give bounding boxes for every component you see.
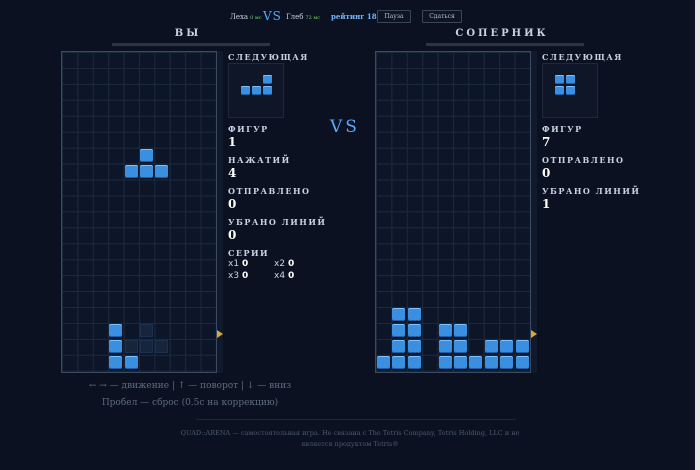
footer-line-1: QUAD::ARENA — самостоятельная игра. Не с… (180, 429, 520, 437)
opponent-stack-block (392, 324, 406, 338)
next-piece-block (555, 75, 564, 84)
next-piece-block (263, 86, 272, 95)
falling-piece-block (155, 164, 169, 178)
opponent-title-underline (426, 43, 584, 46)
player2-info: Глеб 72 мс (286, 13, 320, 21)
opponent-stack-block (377, 356, 390, 370)
falling-piece-block (124, 164, 138, 178)
stack-block (109, 324, 123, 338)
player-pieces-value: 1 (228, 135, 237, 149)
player-sent-label: ОТПРАВЛЕНО (228, 186, 311, 196)
opponent-stack-block (500, 356, 514, 370)
rating: рейтинг 182 (331, 12, 382, 21)
player-lines-label: УБРАНО ЛИНИЙ (228, 217, 327, 227)
combo-x2: x2 0 (274, 259, 295, 269)
player-next-preview (228, 63, 284, 118)
falling-piece-block (140, 148, 153, 162)
opponent-board (375, 51, 531, 373)
window-edge (695, 0, 700, 470)
player1-name: Леха (230, 13, 249, 21)
opponent-garbage-indicator-icon (531, 330, 537, 338)
opponent-stack-block (515, 356, 529, 370)
combo-x1: x1 0 (228, 259, 249, 269)
opponent-stack-block (392, 308, 406, 322)
opponent-lines-label: УБРАНО ЛИНИЙ (542, 186, 641, 196)
opponent-stack-block (515, 340, 529, 354)
player-presses-value: 4 (228, 166, 237, 180)
ghost-piece-block (155, 340, 169, 354)
opponent-stack-block (484, 340, 498, 354)
opponent-lines-value: 1 (542, 197, 551, 211)
opponent-stack-block (454, 324, 467, 338)
you-title: ВЫ (174, 28, 202, 39)
opponent-board-edge (531, 51, 537, 373)
stack-block (124, 356, 138, 370)
footer-divider (196, 419, 516, 420)
opponent-pieces-value: 7 (542, 135, 551, 149)
controls-help: ← → — движение | ↑ — поворот | ↓ — вниз (88, 381, 292, 391)
opponent-stack-block (407, 356, 421, 370)
opponent-title: СОПЕРНИК (455, 28, 549, 39)
opponent-sent-value: 0 (542, 166, 551, 180)
opponent-stack-block (407, 340, 421, 354)
opponent-stack-block (500, 340, 514, 354)
next-piece-block (252, 86, 261, 95)
opponent-next-label: СЛЕДУЮЩАЯ (542, 52, 623, 62)
player-board[interactable] (61, 51, 217, 373)
center-vs: VS (330, 117, 360, 137)
opponent-stack-block (438, 340, 452, 354)
opponent-pieces-label: ФИГУР (542, 124, 583, 134)
opponent-next-preview (542, 63, 598, 118)
player-board-edge (217, 51, 223, 373)
opponent-stack-block (438, 324, 452, 338)
you-title-underline (112, 43, 270, 46)
next-piece-block (263, 75, 272, 84)
top-vs: VS (263, 9, 282, 23)
player-lines-value: 0 (228, 228, 237, 242)
stack-block (109, 340, 123, 354)
top-bar: Леха 0 мс VS Глеб 72 мс рейтинг 182 Пауза … (0, 9, 695, 25)
opponent-sent-label: ОТПРАВЛЕНО (542, 155, 625, 165)
player1-info: Леха 0 мс (230, 13, 262, 21)
next-piece-block (566, 75, 575, 84)
opponent-stack-block (454, 356, 467, 370)
player-sent-value: 0 (228, 197, 237, 211)
opponent-stack-block (469, 356, 483, 370)
player1-ping: 0 мс (250, 15, 262, 21)
player2-name: Глеб (286, 13, 304, 21)
player-presses-label: НАЖАТИЙ (228, 155, 291, 165)
opponent-stack-block (407, 308, 421, 322)
footer-line-2: является продуктом Tetris® (301, 440, 399, 448)
player-pieces-label: ФИГУР (228, 124, 269, 134)
opponent-stack-block (392, 356, 406, 370)
player-next-label: СЛЕДУЮЩАЯ (228, 52, 309, 62)
combo-x4: x4 0 (274, 271, 295, 281)
ghost-piece-block (140, 340, 153, 354)
space-help: Пробел — сброс (0.5с на коррекцию) (101, 398, 279, 408)
next-piece-block (566, 86, 575, 95)
pause-button[interactable]: Пауза (377, 10, 411, 23)
footer-disclaimer: QUAD::ARENA — самостоятельная игра. Не с… (180, 428, 520, 450)
opponent-stack-block (438, 356, 452, 370)
ghost-piece-block (140, 324, 153, 338)
quit-button[interactable]: Сдаться (422, 10, 462, 23)
ghost-piece-block (124, 340, 138, 354)
player-series-label: СЕРИИ (228, 248, 270, 258)
opponent-stack-block (407, 324, 421, 338)
falling-piece-block (140, 164, 153, 178)
next-piece-block (241, 86, 250, 95)
player2-ping: 72 мс (305, 15, 321, 21)
opponent-stack-block (392, 340, 406, 354)
combo-x3: x3 0 (228, 271, 249, 281)
opponent-stack-block (484, 356, 498, 370)
next-piece-block (555, 86, 564, 95)
stack-block (109, 356, 123, 370)
garbage-indicator-icon (217, 330, 223, 338)
opponent-stack-block (454, 340, 467, 354)
